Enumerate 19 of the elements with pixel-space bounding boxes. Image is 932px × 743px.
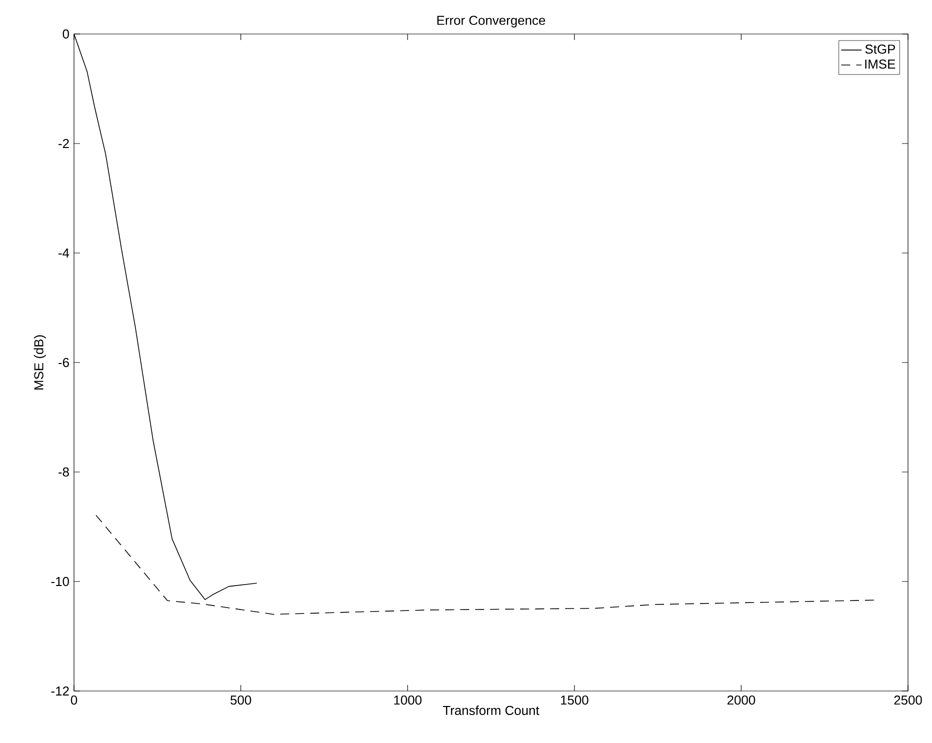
x-axis-title: Transform Count <box>442 706 540 716</box>
y-tick-label: -8 <box>58 467 69 477</box>
x-tick-label: 2000 <box>727 696 756 705</box>
legend-label: IMSE <box>865 60 896 69</box>
x-tick-label: 1500 <box>560 696 588 705</box>
x-tick-label: 2500 <box>894 696 922 705</box>
y-tick-label: 0 <box>62 29 69 39</box>
x-tick-label: 500 <box>230 696 252 705</box>
y-axis-title: MSE (dB) <box>34 335 46 390</box>
y-tick-label: -2 <box>58 138 69 148</box>
y-tick-label: -6 <box>58 358 69 368</box>
y-tick-label: -10 <box>51 576 69 586</box>
x-tick-label: 1000 <box>394 696 422 705</box>
legend-label: StGP <box>865 44 895 54</box>
x-tick-label: 0 <box>70 696 78 705</box>
line-series <box>96 514 876 615</box>
chart-title: Error Convergence <box>437 16 546 28</box>
y-tick-label: -12 <box>51 686 69 696</box>
y-tick-label: -4 <box>58 248 70 258</box>
